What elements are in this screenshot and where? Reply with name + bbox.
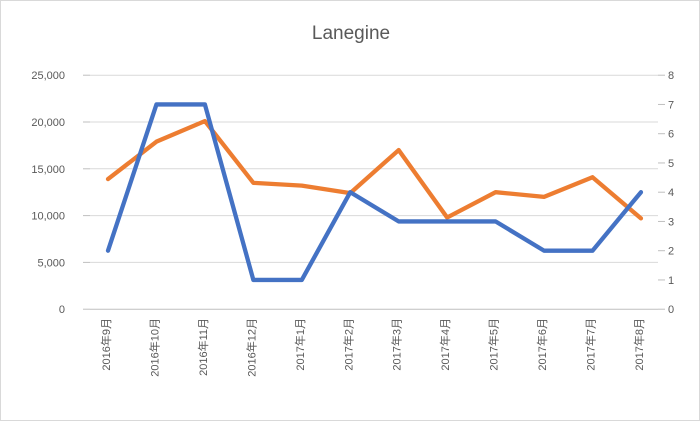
left-axis-tick-label: 0 [59,304,65,316]
right-axis-tick-label: 5 [668,158,674,170]
x-axis-label: 2017年7月 [584,318,598,371]
x-axis-label: 2016年10月 [147,318,161,377]
x-axis-label: 2017年5月 [487,318,501,371]
left-axis-tick-label: 10,000 [31,211,65,223]
x-axis-label: 2017年8月 [632,318,646,371]
x-axis-label: 2017年3月 [390,318,404,371]
right-axis-tick-label: 6 [668,129,674,141]
series-orange-line [105,118,644,221]
right-axis-tick-label: 7 [668,99,674,111]
x-axis-label: 2017年2月 [341,318,355,371]
x-axis-label: 2016年9月 [99,318,113,371]
x-axis-label: 2017年6月 [535,318,549,371]
left-axis-tick-label: 25,000 [31,70,65,82]
chart-title: Lanegine [312,23,390,44]
left-axis-tick-label: 5,000 [37,257,65,269]
right-axis-tick-label: 0 [668,304,674,316]
right-axis-tick-label: 1 [668,275,674,287]
left-axis-tick-label: 20,000 [31,117,65,129]
x-axis-label: 2017年4月 [438,318,452,371]
series-blue-line [105,102,644,283]
x-axis-label: 2016年12月 [244,318,258,377]
x-axis-label: 2017年1月 [293,318,307,371]
right-axis-tick-label: 8 [668,70,674,82]
left-axis-tick-label: 15,000 [31,164,65,176]
right-axis-tick-label: 4 [668,187,674,199]
x-axis-label: 2016年11月 [196,318,210,376]
right-axis-tick-label: 3 [668,216,674,228]
right-axis-tick-label: 2 [668,246,674,258]
